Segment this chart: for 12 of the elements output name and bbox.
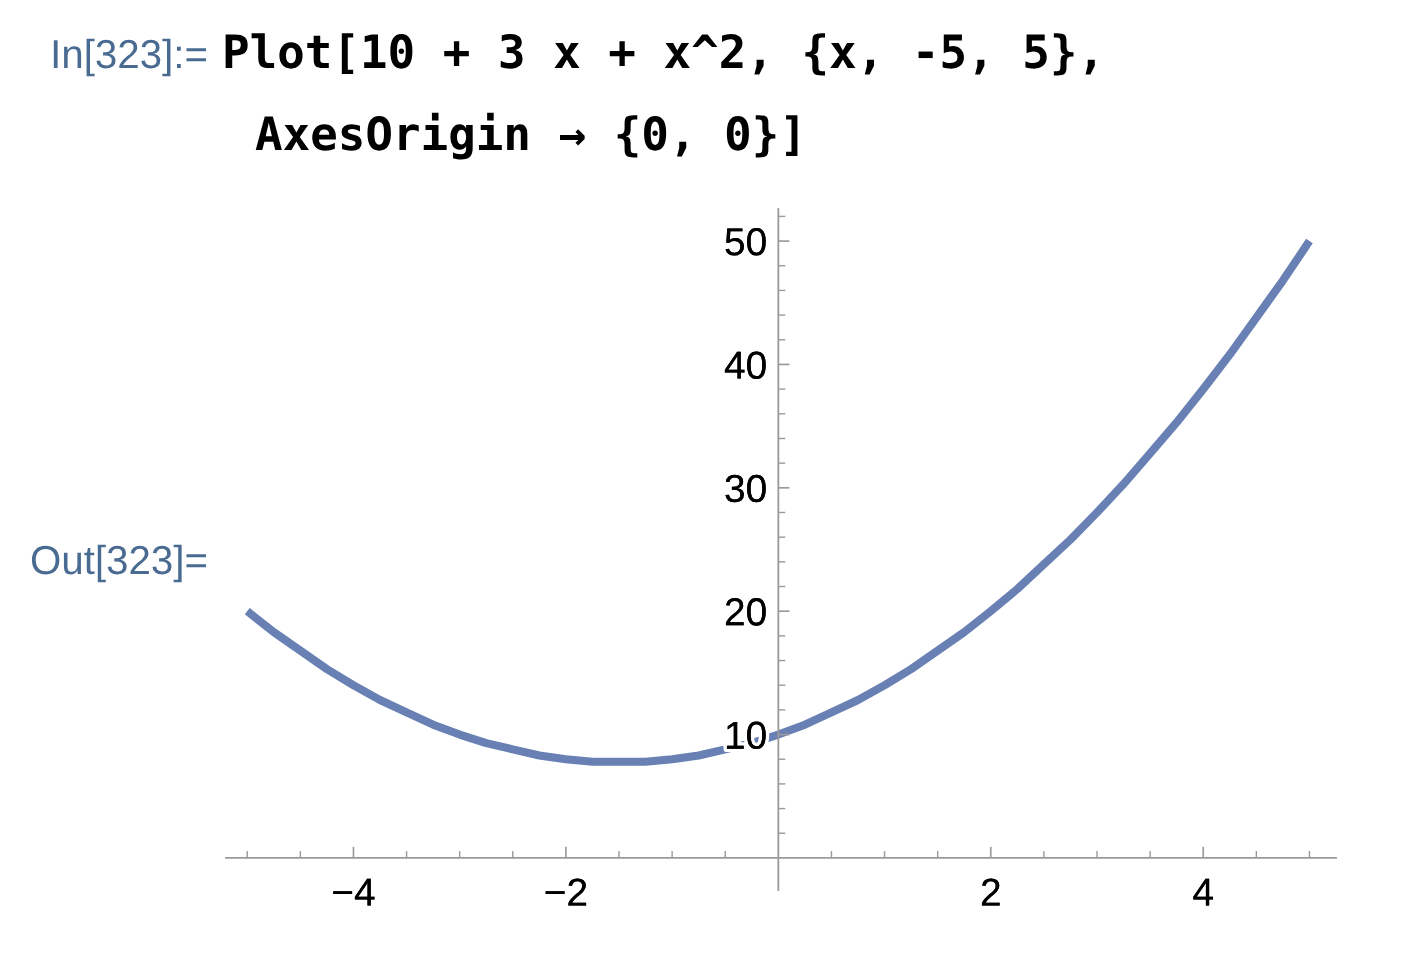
x-tick-label: 2 [981,878,1000,906]
x-tick-label: −4 [333,878,375,906]
x-tick-label: −2 [545,878,587,906]
y-tick-label: 50 [725,228,766,256]
text: In[323]:= [53,38,207,77]
x-tick-label: 4 [1193,878,1213,906]
text: Out[323]= [31,544,207,583]
y-tick-label: 40 [724,351,766,379]
text: Plot[10 + 3 x + x^2, {x, -5, 5}, [225,33,1095,76]
text: AxesOrigin → {0, 0}] [255,112,798,160]
y-tick-label: 20 [725,598,766,626]
y-tick-label: 30 [725,474,766,503]
